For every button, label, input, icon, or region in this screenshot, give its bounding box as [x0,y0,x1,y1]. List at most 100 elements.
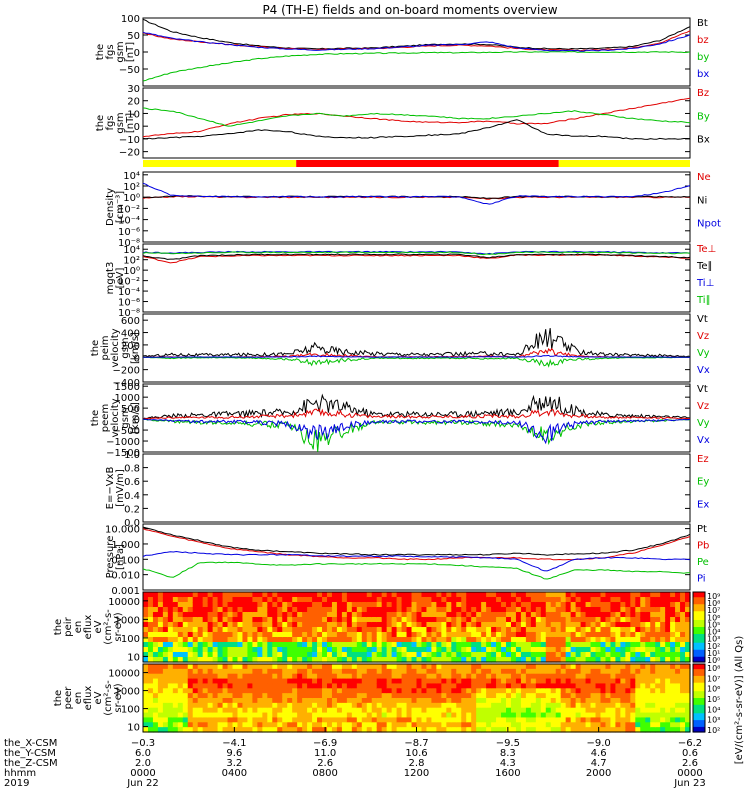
x-tick-label: 9.6 [226,748,242,759]
y-tick-label: 10⁻² [118,277,140,288]
y-tick-label: 20 [127,97,140,108]
y-axis-label: gsm [120,407,131,428]
y-tick-label: 0.4 [124,491,140,502]
colorbar-label: 10¹ [707,649,720,658]
y-tick-label: 600 [121,316,140,327]
y-tick-label: 10 [127,723,140,734]
colorbar-label: 10⁷ [707,674,720,683]
legend-label: Vz [697,401,709,412]
x-tick-label: 2.6 [317,758,333,769]
y-tick-label: −1000 [106,437,140,448]
colorbar-label: 10² [707,726,720,735]
legend-label: Vx [697,365,710,376]
legend-label: Bx [697,135,710,146]
series-bx [142,31,691,52]
colorbar-label: 10⁹ [707,592,720,601]
x-tick-label: Jun 22 [126,778,159,789]
legend-label: Vx [697,435,710,446]
legend-label: Pb [697,541,709,552]
series-Te∥ [142,253,691,260]
y-axis-label: [nPa] [115,544,126,570]
y-tick-label: 10⁻² [118,204,140,215]
series-Bx [142,119,691,140]
series-Vt [142,328,691,358]
series-Vy [143,356,690,368]
y-tick-label: 0 [134,415,140,426]
y-tick-label: −1500 [106,448,140,459]
x-tick-label: 4.6 [591,748,607,759]
y-tick-label: −50 [119,65,140,76]
figure-title: P4 (TH-E) fields and on-board moments ov… [262,3,557,17]
y-axis-label: fgs [105,44,116,59]
legend-label: Ne [697,172,711,183]
y-tick-label: 0.100 [111,555,140,566]
colorbar-label: 10⁸ [707,599,720,608]
y-axis-label: E=−VxB [105,467,116,510]
y-tick-label: 10000 [108,597,140,608]
y-tick-label: 10.000 [105,525,140,536]
y-tick-label: 10⁻⁸ [118,238,140,249]
x-tick-label: 0800 [312,768,337,779]
y-tick-label: 0.8 [124,464,140,475]
y-tick-label: 10⁻⁸ [118,308,140,319]
y-axis-label: [nT] [125,42,136,62]
panel-peir_spec: 10000 1000 100 10 10⁹10⁸10⁷10⁶10⁵10⁴10³10²10… [53,591,720,665]
series-Pi [142,550,691,572]
y-axis-label: peer [63,686,74,710]
colorbar-label: 10⁶ [707,613,720,622]
y-tick-label: 10⁴ [123,171,140,182]
colorbar-title: [eV/(cm²-s-sr-eV)] (All Qs) [734,636,745,765]
x-tick-label: 2.6 [682,758,698,769]
legend-label: Ex [697,499,709,510]
mode-bar-segment [296,160,559,167]
legend-label: Pt [697,524,707,535]
colorbar-label: 10³ [707,716,720,725]
colorbar-label: 10⁵ [707,695,720,704]
y-tick-label: −200 [113,366,140,377]
x-row-label: hhmm [4,768,36,779]
y-axis-label: the [53,690,64,706]
y-axis-label: fgs [105,115,116,130]
y-axis-label: Pressure [105,536,116,579]
legend-label: Te⊥ [696,244,716,255]
mode-bar-segment [558,160,690,167]
y-axis-label: eflux [83,686,94,711]
colorbar-label: 10⁶ [707,685,720,694]
y-axis-label: sr-eV) [113,612,124,641]
x-tick-label: 1600 [495,768,520,779]
legend-label: Ey [697,477,709,488]
x-tick-label: 4.7 [591,758,607,769]
y-axis-label: gsm [115,41,126,62]
y-axis-label: [eV] [115,268,126,289]
x-tick-label: 0400 [222,768,247,779]
y-tick-label: 400 [121,329,140,340]
y-axis-label: the [95,44,106,60]
series-Pe [142,561,690,580]
x-tick-label: −6.2 [678,738,702,749]
plot-frame [142,453,691,523]
y-tick-label: 10² [123,256,140,267]
legend-label: By [697,111,710,122]
y-tick-label: 1.000 [111,540,140,551]
legend-label: by [697,52,709,63]
y-tick-label: 50 [127,31,140,42]
y-axis-label: peir [63,616,74,636]
y-tick-label: 100 [121,634,140,645]
y-tick-label: 1000 [115,615,140,626]
x-tick-label: 0000 [677,768,702,779]
y-axis-label: peem [100,404,111,432]
x-row-label: the_Y-CSM [4,748,56,759]
x-row-label: 2019 [4,778,29,789]
y-tick-label: 10 [127,652,140,663]
spectrogram-cells [143,664,691,733]
y-tick-label: −400 [113,378,140,389]
plot-frame [142,313,691,383]
y-axis-label: gsm [120,337,131,358]
spectrogram-cells [143,592,691,663]
y-tick-label: −500 [113,426,140,437]
